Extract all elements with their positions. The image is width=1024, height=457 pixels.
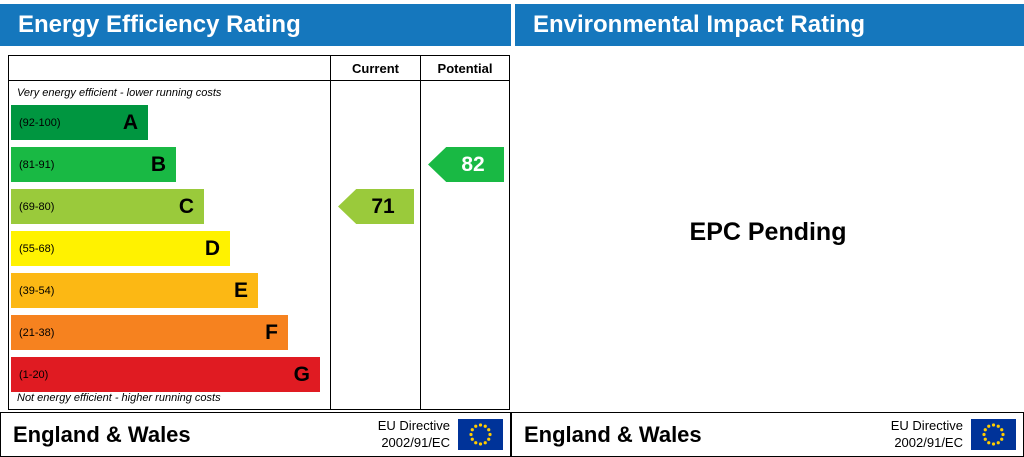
region-label: England & Wales <box>13 421 191 447</box>
band-range-label: (1-20) <box>19 368 49 381</box>
band-row-a: (92-100) A <box>11 105 330 140</box>
current-column-header: Current <box>330 56 420 81</box>
environmental-impact-body: EPC Pending <box>512 55 1024 410</box>
potential-rating-column: 82 <box>420 81 509 409</box>
eu-directive-line1: EU Directive <box>377 418 450 434</box>
band-row-b: (81-91) B <box>11 147 330 182</box>
band-range-label: (39-54) <box>19 284 55 297</box>
potential-rating-arrow-value: 82 <box>461 152 485 176</box>
band-grade-letter: D <box>204 236 220 260</box>
band-grade-letter: B <box>150 152 166 176</box>
potential-column-header: Potential <box>420 56 509 81</box>
rating-bands: (92-100) A (81-91) B (69-80) C (55-68) D (39-54)… <box>11 105 330 399</box>
band-grade-letter: F <box>265 320 278 344</box>
band-bar-g: (1-20) G <box>11 357 320 392</box>
band-range-label: (81-91) <box>19 158 55 171</box>
potential-rating-arrow: 82 <box>428 147 504 182</box>
band-row-g: (1-20) G <box>11 357 330 392</box>
rating-bands-area: Very energy efficient - lower running co… <box>9 81 330 409</box>
environmental-footer: England & Wales EU Directive 2002/91/EC <box>511 412 1024 457</box>
band-grade-letter: A <box>122 110 138 134</box>
band-row-d: (55-68) D <box>11 231 330 266</box>
band-range-label: (69-80) <box>19 200 55 213</box>
band-range-label: (92-100) <box>19 116 61 129</box>
band-range-label: (55-68) <box>19 242 55 255</box>
environmental-impact-title: Environmental Impact Rating <box>515 4 1024 46</box>
eu-directive-line2: 2002/91/EC <box>894 434 963 450</box>
eu-directive-line2: 2002/91/EC <box>381 434 450 450</box>
band-range-label: (21-38) <box>19 326 55 339</box>
band-bar-d: (55-68) D <box>11 231 230 266</box>
band-bar-c: (69-80) C <box>11 189 204 224</box>
band-grade-letter: E <box>233 278 248 302</box>
current-rating-column: 71 <box>330 81 420 409</box>
eu-directive-label: EU Directive 2002/91/EC <box>891 418 963 451</box>
eu-flag-icon <box>458 419 503 450</box>
energy-footer: England & Wales EU Directive 2002/91/EC <box>0 412 511 457</box>
band-bar-e: (39-54) E <box>11 273 258 308</box>
band-row-f: (21-38) F <box>11 315 330 350</box>
eu-directive-label: EU Directive 2002/91/EC <box>378 418 450 451</box>
chart-corner-cell <box>9 56 330 81</box>
current-rating-arrow: 71 <box>338 189 414 224</box>
band-row-e: (39-54) E <box>11 273 330 308</box>
band-grade-letter: C <box>178 194 194 218</box>
epc-pending-label: EPC Pending <box>689 218 847 246</box>
band-bar-b: (81-91) B <box>11 147 176 182</box>
current-rating-arrow-value: 71 <box>371 194 395 218</box>
band-bar-a: (92-100) A <box>11 105 148 140</box>
eu-directive-line1: EU Directive <box>890 418 963 434</box>
energy-efficiency-title: Energy Efficiency Rating <box>0 4 511 46</box>
band-bar-f: (21-38) F <box>11 315 288 350</box>
bottom-note: Not energy efficient - higher running co… <box>17 392 221 404</box>
energy-efficiency-chart: Current Potential Very energy efficient … <box>8 55 510 410</box>
band-grade-letter: G <box>293 362 310 386</box>
region-label: England & Wales <box>524 421 702 447</box>
band-row-c: (69-80) C <box>11 189 330 224</box>
top-note: Very energy efficient - lower running co… <box>17 87 222 99</box>
eu-flag-icon <box>971 419 1016 450</box>
